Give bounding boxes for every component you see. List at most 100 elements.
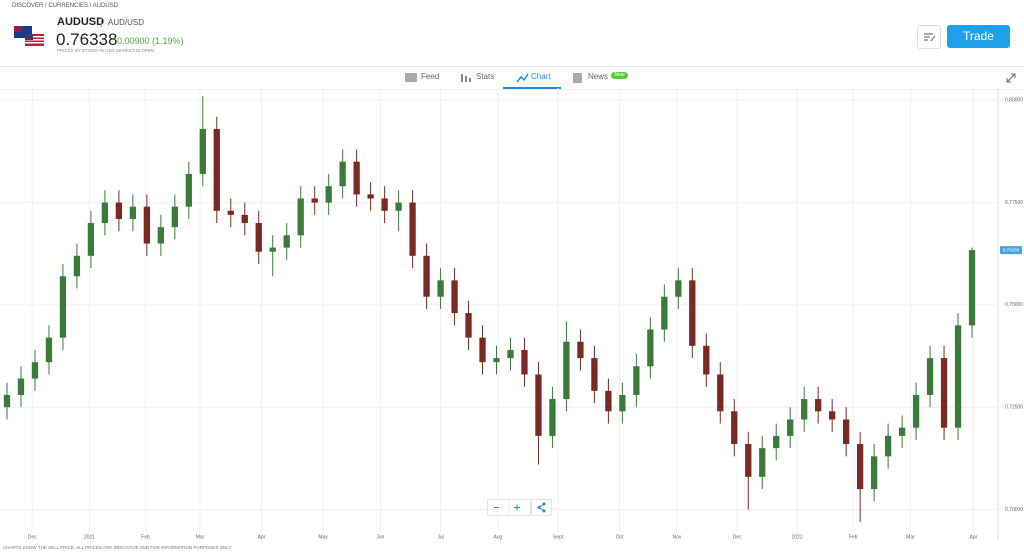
- x-tick-label: Feb: [849, 534, 858, 540]
- y-tick-label: 0.75000: [1005, 302, 1023, 308]
- tab[interactable]: Stats: [476, 72, 495, 81]
- candle-body: [479, 337, 486, 363]
- x-tick-label: 2022: [792, 534, 803, 540]
- candle-body: [227, 210, 234, 215]
- candle-body: [856, 444, 864, 490]
- candle-body: [801, 399, 808, 420]
- price: 0.76338: [56, 30, 118, 49]
- candle-body: [591, 358, 598, 391]
- symbol: AUDUSD: [57, 16, 105, 28]
- candle-body: [423, 255, 430, 297]
- tab[interactable]: Feed: [421, 72, 440, 81]
- candle-body: [31, 362, 39, 379]
- candle-body: [675, 280, 682, 297]
- candle-body: [395, 202, 402, 211]
- candle-body: [535, 374, 542, 436]
- candle-body: [297, 198, 304, 236]
- last-price-label: 0.76338: [1003, 247, 1020, 252]
- footer-note: CHARTS SHOW THE SELL PRICE. ALL PRICES A…: [3, 545, 232, 550]
- tab-active[interactable]: Chart: [531, 72, 551, 81]
- candle-body: [241, 214, 248, 224]
- x-tick-label: Jul: [437, 534, 443, 540]
- candle-body: [171, 206, 178, 228]
- candle-body: [731, 411, 738, 445]
- candle-body: [115, 202, 123, 219]
- candle-body: [633, 366, 640, 395]
- candle-body: [898, 427, 906, 436]
- x-tick-label: Dec: [733, 534, 742, 540]
- tab[interactable]: News: [588, 72, 609, 81]
- candle-body: [787, 419, 794, 436]
- x-tick-label: Dec: [28, 534, 37, 540]
- candle-body: [577, 341, 584, 359]
- candle-body: [185, 173, 192, 207]
- candle-body: [829, 411, 836, 420]
- x-tick-label: May: [318, 534, 328, 540]
- tabs-border: [0, 89, 1024, 90]
- tab-underline: [503, 87, 561, 89]
- candle-body: [647, 329, 654, 367]
- candle-body: [381, 198, 388, 211]
- price-source: PRICES BY ETORO IN USD: [57, 48, 115, 53]
- breadcrumb[interactable]: DISCOVER / CURRENCIES / AUDUSD: [12, 3, 119, 9]
- candle-body: [870, 456, 878, 490]
- x-tick-label: Apr: [258, 534, 266, 540]
- x-tick-label: Mar: [906, 534, 915, 540]
- candle-body: [954, 325, 962, 428]
- x-tick-label: Mar: [196, 534, 205, 540]
- candle-body: [101, 202, 109, 224]
- tab-icons: [405, 73, 582, 83]
- candle-body: [255, 223, 262, 252]
- candle-body: [926, 358, 934, 395]
- candle-body: [3, 394, 11, 408]
- candle-body: [353, 161, 360, 195]
- watchlist-button[interactable]: [917, 25, 941, 49]
- candle-body: [703, 345, 710, 375]
- candle-body: [717, 374, 724, 412]
- candle-body: [815, 399, 822, 412]
- candle-body: [521, 349, 528, 375]
- candle-body: [619, 394, 626, 412]
- candle-body: [143, 206, 150, 244]
- price-change: 0.00900 (1.19%): [117, 36, 184, 46]
- share-button[interactable]: [531, 499, 552, 516]
- x-tick-label: Jun: [376, 534, 384, 540]
- candle-body: [437, 280, 444, 297]
- candle-body: [507, 349, 514, 359]
- y-tick-label: 0.80000: [1005, 98, 1023, 104]
- expand-button[interactable]: [1005, 72, 1017, 84]
- candle-body: [759, 448, 766, 477]
- trade-button[interactable]: Trade: [947, 25, 1010, 48]
- candle-body: [283, 235, 290, 248]
- list-icon: [924, 33, 936, 42]
- candle-body: [661, 296, 668, 330]
- x-tick-label: Apr: [970, 534, 978, 540]
- instrument-name: AUD/USD: [108, 18, 145, 27]
- candle-body: [213, 128, 220, 211]
- candle-body: [129, 206, 137, 219]
- candle-body: [912, 394, 920, 428]
- candle-body: [17, 378, 25, 395]
- new-badge: New: [611, 72, 628, 79]
- candle-body: [605, 390, 612, 412]
- x-tick-label: Nov: [672, 534, 681, 540]
- last-price-badge: [1000, 246, 1022, 255]
- flags: [14, 26, 44, 46]
- y-tick-label: 0.72500: [1005, 405, 1023, 411]
- candle-body: [493, 358, 500, 363]
- candle-body: [745, 444, 752, 477]
- candle-body: [199, 128, 206, 174]
- x-tick-label: Feb: [141, 534, 150, 540]
- candle-body: [311, 198, 318, 203]
- candle-body: [409, 202, 416, 256]
- candle-body: [940, 358, 948, 428]
- candle-body: [465, 313, 472, 338]
- candle-body: [45, 337, 53, 363]
- candle-body: [157, 227, 164, 244]
- market-status: MARKET IS OPEN: [116, 48, 155, 53]
- x-tick-label: Sept: [553, 534, 564, 540]
- candle-body: [87, 223, 95, 256]
- candle-body: [59, 276, 67, 338]
- candle-body: [339, 161, 346, 187]
